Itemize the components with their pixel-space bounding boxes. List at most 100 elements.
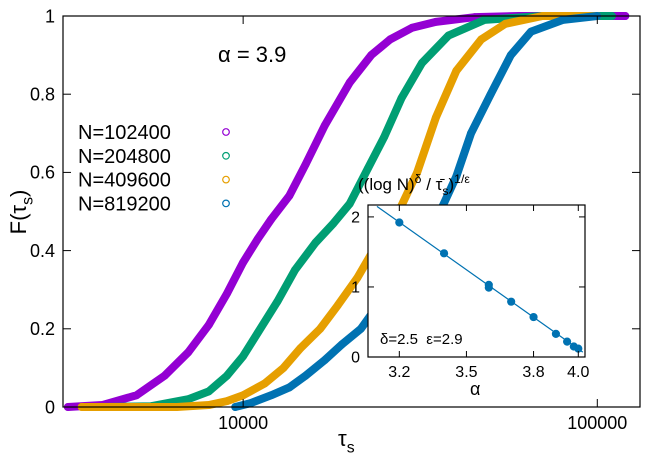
annotation: α = 3.9 bbox=[218, 42, 286, 67]
legend-label: N=102400 bbox=[78, 122, 171, 144]
data-point bbox=[431, 113, 440, 122]
data-point bbox=[418, 59, 426, 67]
inset-title-part: δ bbox=[415, 172, 422, 186]
legend-marker bbox=[222, 175, 230, 184]
inset-title-part: / τ̄ bbox=[421, 175, 445, 194]
plot-frame bbox=[62, 15, 641, 408]
data-point bbox=[356, 324, 365, 333]
legend-label: N=819200 bbox=[78, 193, 171, 215]
data-point bbox=[223, 397, 231, 406]
data-point bbox=[132, 391, 141, 400]
data-point bbox=[223, 371, 231, 380]
data-point bbox=[184, 348, 193, 357]
data-point bbox=[345, 78, 354, 87]
data-point bbox=[329, 219, 338, 228]
data-point bbox=[204, 387, 213, 396]
data-point bbox=[253, 328, 262, 337]
y-tick-label: 0.2 bbox=[30, 319, 55, 339]
data-point bbox=[337, 340, 346, 349]
data-point bbox=[239, 352, 248, 361]
data-point bbox=[320, 356, 329, 364]
data-point bbox=[279, 364, 288, 372]
x-tick-label: 3.5 bbox=[455, 364, 477, 381]
x-axis-label: τs bbox=[338, 426, 355, 457]
data-point bbox=[285, 191, 294, 200]
data-point bbox=[353, 274, 362, 282]
y-tick-label: 0 bbox=[351, 350, 360, 367]
data-point bbox=[444, 31, 453, 40]
data-point bbox=[296, 344, 305, 353]
data-point bbox=[253, 234, 262, 243]
data-point bbox=[559, 16, 567, 24]
data-point bbox=[223, 289, 231, 298]
legend-marker bbox=[222, 128, 230, 136]
data-point bbox=[501, 19, 510, 28]
data-point bbox=[285, 383, 294, 392]
x-tick-label: 4.0 bbox=[567, 364, 589, 381]
data-point bbox=[160, 371, 169, 380]
data-point bbox=[345, 199, 354, 208]
plot-frame bbox=[367, 204, 586, 358]
data-point bbox=[452, 66, 461, 75]
data-point bbox=[397, 94, 406, 103]
y-tick-label: 0.8 bbox=[30, 85, 55, 105]
data-point bbox=[316, 324, 325, 333]
data-point bbox=[380, 133, 388, 142]
inset-title: ((log N)δ / τ̄s)1/ε bbox=[358, 172, 470, 198]
legend-marker bbox=[222, 199, 230, 208]
x-axis-label-part: τ bbox=[338, 426, 347, 451]
inset-x-label: α bbox=[470, 379, 480, 399]
data-point bbox=[290, 266, 299, 275]
data-point bbox=[301, 160, 310, 169]
x-axis-label-part: s bbox=[347, 440, 355, 457]
data-point bbox=[413, 168, 422, 177]
data-point bbox=[260, 379, 269, 388]
legend-label: N=204800 bbox=[78, 146, 171, 168]
y-tick-label: 0 bbox=[45, 397, 55, 417]
inset-title-part: ) bbox=[449, 175, 455, 194]
data-point bbox=[320, 121, 329, 130]
data-point bbox=[452, 172, 461, 181]
data-point bbox=[480, 16, 489, 24]
data-point bbox=[273, 297, 282, 306]
data-point bbox=[486, 90, 495, 99]
data-point bbox=[267, 391, 276, 400]
data-point bbox=[363, 164, 372, 173]
fit-line bbox=[376, 205, 584, 353]
legend-label: N=409600 bbox=[78, 170, 171, 192]
data-point bbox=[408, 23, 417, 32]
data-point bbox=[246, 399, 255, 407]
data-point bbox=[477, 35, 486, 44]
inset-background bbox=[368, 205, 585, 357]
data-point bbox=[267, 215, 276, 224]
y-tick-label: 0.4 bbox=[30, 241, 55, 261]
data-point bbox=[239, 391, 248, 400]
x-tick-label: 3.8 bbox=[522, 364, 544, 381]
y-tick-label: 0.6 bbox=[30, 163, 55, 183]
inset-x-label-part: α bbox=[470, 379, 480, 399]
data-point bbox=[367, 51, 376, 59]
data-point bbox=[506, 51, 515, 59]
x-tick-label: 10000 bbox=[218, 413, 268, 433]
inset-title-part: ((log N) bbox=[358, 175, 415, 194]
y-axis-label-part: s bbox=[20, 197, 37, 205]
series-band bbox=[98, 12, 616, 411]
x-tick-label: 3.2 bbox=[388, 364, 410, 381]
inset-annotation: δ=2.5 ε=2.9 bbox=[380, 331, 463, 348]
y-axis-label-part: F(τ bbox=[6, 205, 31, 235]
y-tick-label: 1 bbox=[351, 280, 360, 297]
y-axis-label-part: ) bbox=[6, 190, 31, 197]
y-tick-label: 2 bbox=[351, 210, 360, 227]
inset-title-part: s bbox=[442, 184, 448, 198]
legend-marker bbox=[222, 151, 230, 160]
y-axis-label: F(τs) bbox=[6, 190, 37, 235]
data-point bbox=[386, 35, 395, 44]
y-tick-label: 1 bbox=[45, 6, 55, 26]
data-point bbox=[204, 401, 213, 409]
x-tick-label: 100000 bbox=[567, 413, 627, 433]
data-point bbox=[527, 27, 535, 36]
data-point bbox=[333, 301, 342, 310]
data-point bbox=[467, 129, 475, 138]
data-point bbox=[239, 258, 248, 267]
